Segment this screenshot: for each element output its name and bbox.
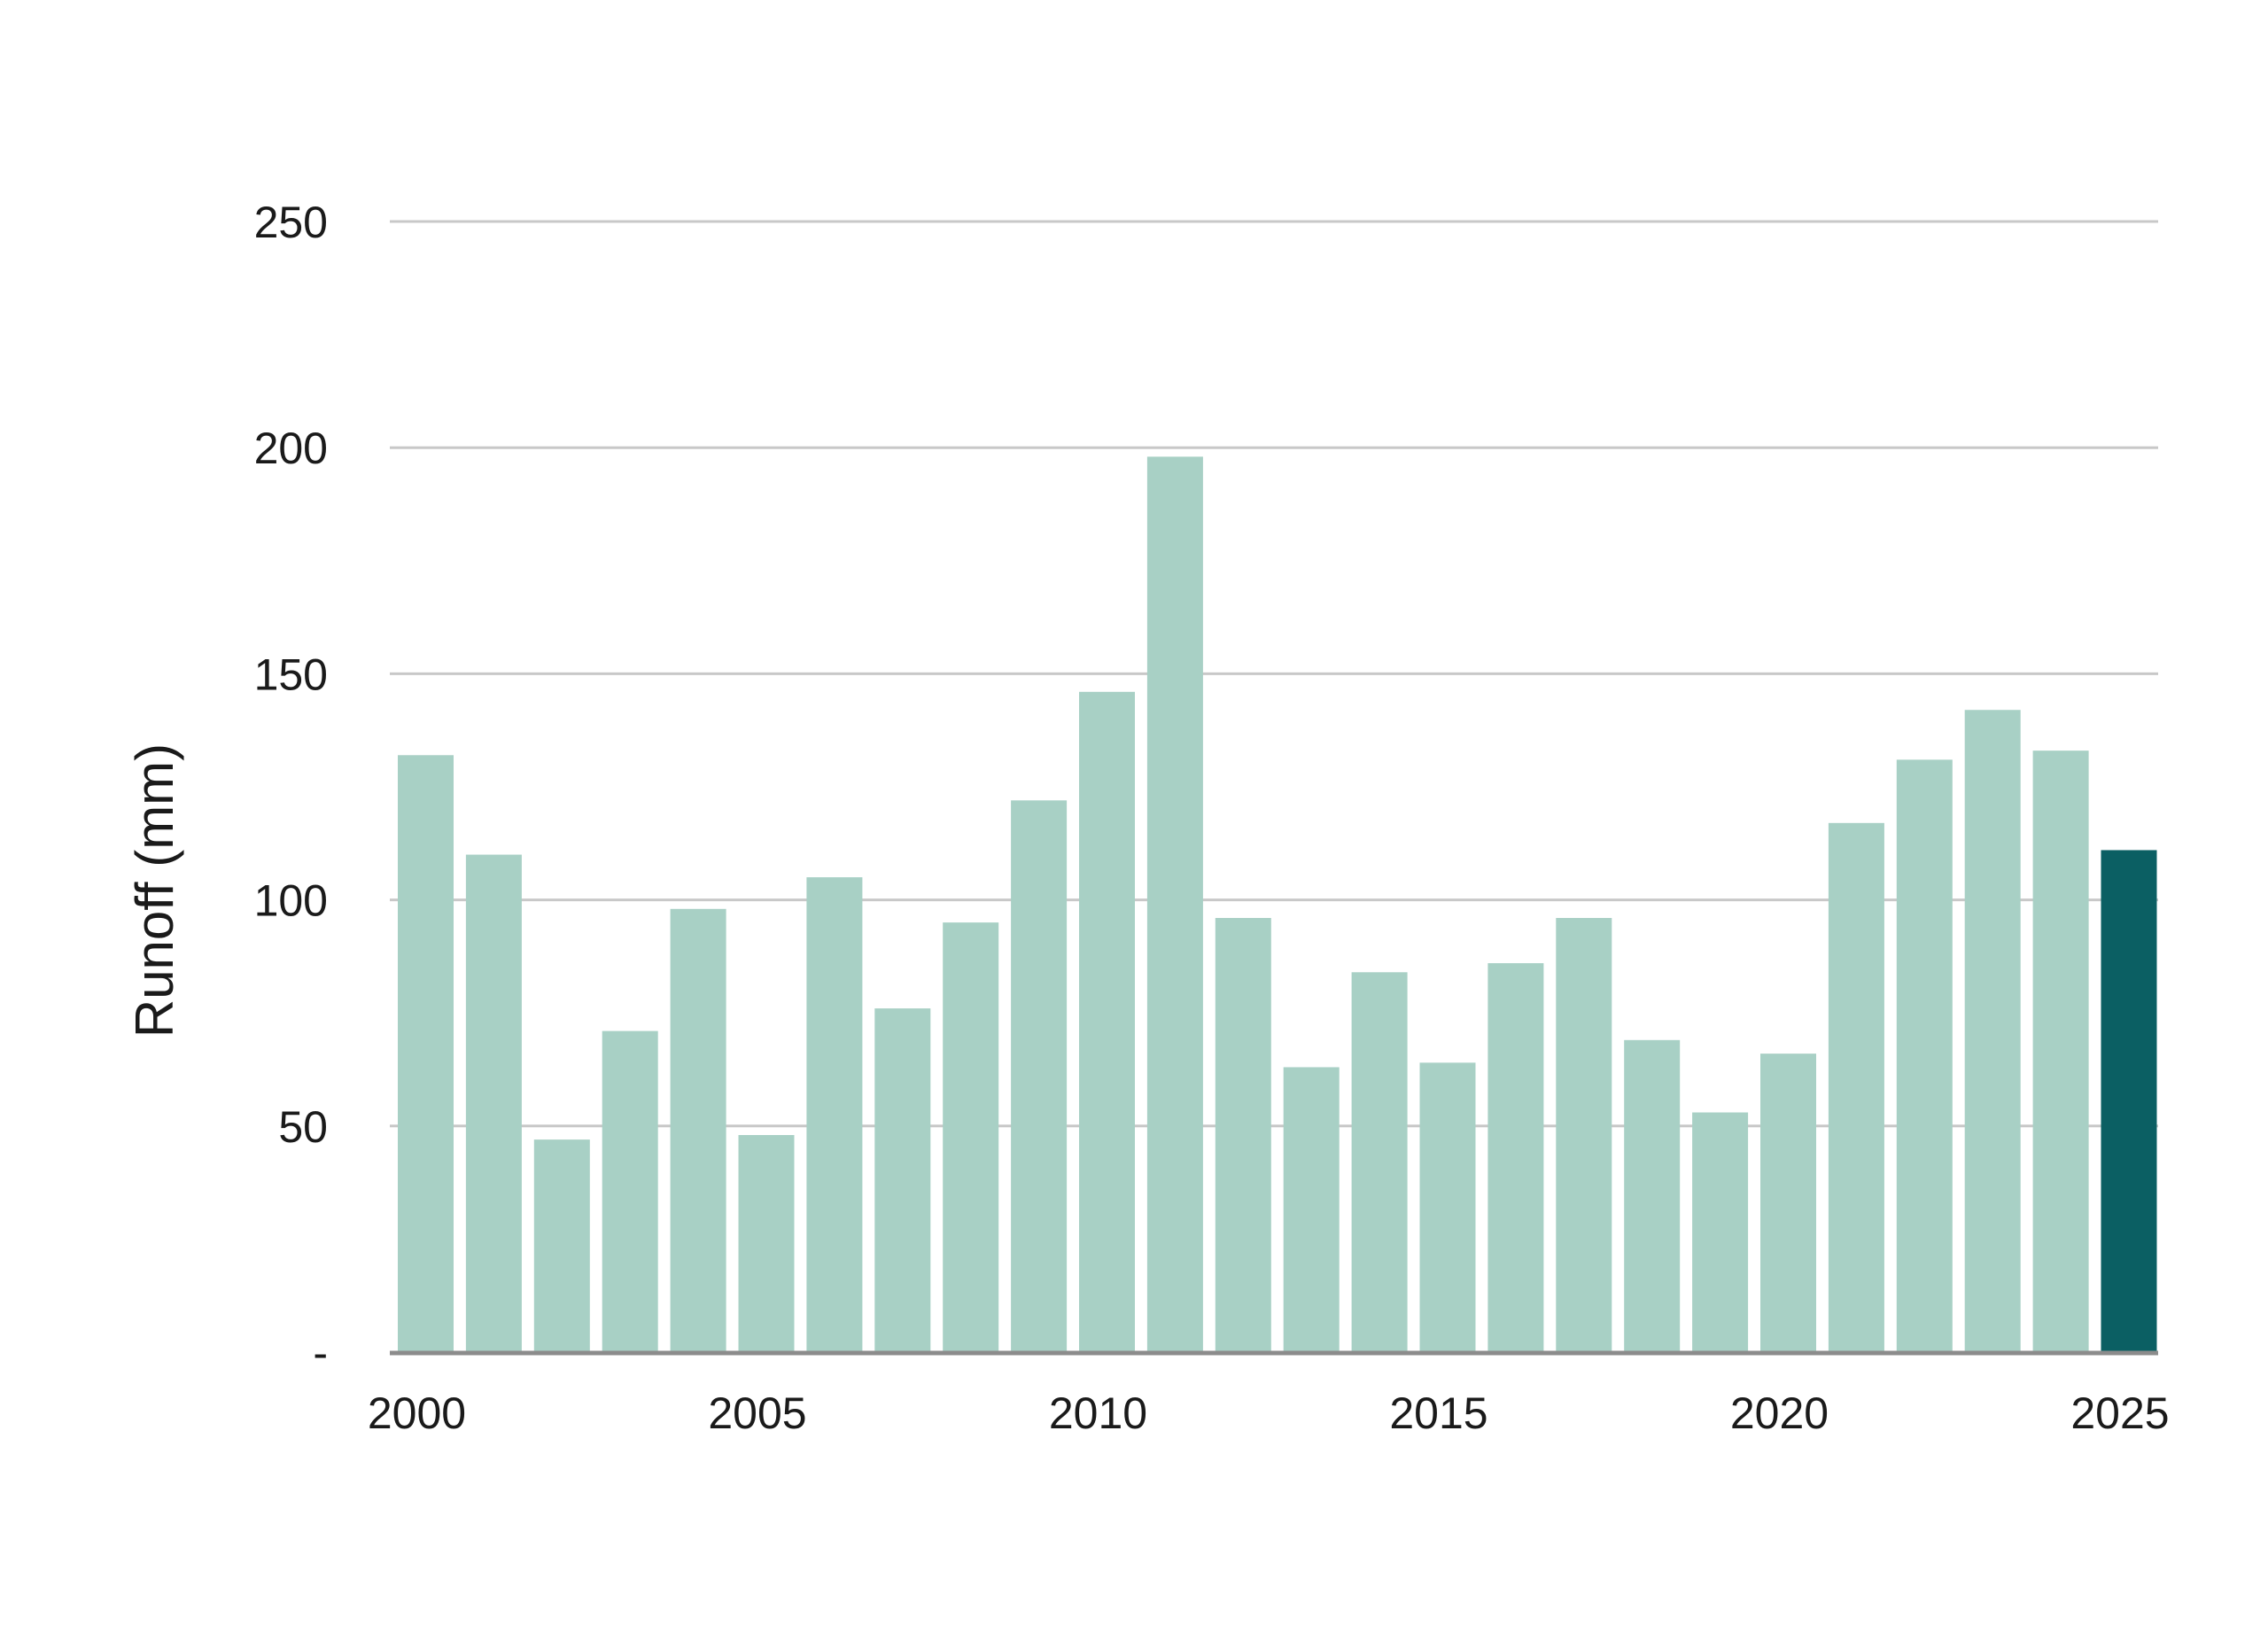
- y-tick-label-150: 150: [254, 649, 328, 699]
- bar-2025: [2101, 850, 2157, 1352]
- bar-2015: [1419, 1062, 1476, 1352]
- bar-2016: [1487, 963, 1544, 1352]
- bar-2020: [1760, 1054, 1816, 1352]
- x-tick-label-2020: 2020: [1730, 1388, 1829, 1438]
- y-axis-title: Runoff (mm): [125, 743, 184, 1038]
- bar-2022: [1896, 759, 1953, 1352]
- bar-2013: [1283, 1067, 1340, 1352]
- x-tick-label-2015: 2015: [1389, 1388, 1487, 1438]
- bar-2004: [670, 908, 726, 1352]
- bar-2023: [1964, 710, 2021, 1352]
- bar-2011: [1146, 456, 1203, 1352]
- x-tick-label-2005: 2005: [708, 1388, 806, 1438]
- y-tick-label-100: 100: [254, 876, 328, 926]
- bar-2005: [738, 1135, 795, 1352]
- bar-2003: [602, 1030, 658, 1352]
- x-tick-label-2000: 2000: [368, 1388, 466, 1438]
- bar-2017: [1556, 918, 1612, 1352]
- bar-2014: [1351, 972, 1408, 1352]
- y-tick-labels: - 50 100 150 200 250: [254, 198, 328, 1378]
- y-tick-label-250: 250: [254, 198, 328, 247]
- x-tick-label-2025: 2025: [2070, 1388, 2169, 1438]
- bar-2002: [533, 1139, 590, 1352]
- bar-2009: [1011, 800, 1068, 1352]
- y-tick-label-50: 50: [278, 1102, 328, 1152]
- y-tick-label-0: -: [313, 1328, 328, 1378]
- bar-2006: [806, 877, 863, 1352]
- bar-2007: [874, 1008, 931, 1352]
- bar-2001: [465, 854, 522, 1352]
- x-tick-labels: 2000 2005 2010 2015 2020 2025: [368, 1388, 2170, 1438]
- bar-2012: [1215, 918, 1271, 1352]
- bar-2010: [1079, 691, 1135, 1352]
- bar-2021: [1828, 822, 1884, 1352]
- bar-2018: [1624, 1039, 1681, 1352]
- gridlines: [390, 220, 2158, 1128]
- bar-2008: [943, 922, 999, 1352]
- bar-2024: [2032, 750, 2089, 1352]
- bars: [398, 456, 2157, 1352]
- x-tick-label-2010: 2010: [1049, 1388, 1147, 1438]
- bar-2019: [1692, 1112, 1749, 1352]
- y-tick-label-200: 200: [254, 424, 328, 473]
- bar-2000: [398, 755, 454, 1352]
